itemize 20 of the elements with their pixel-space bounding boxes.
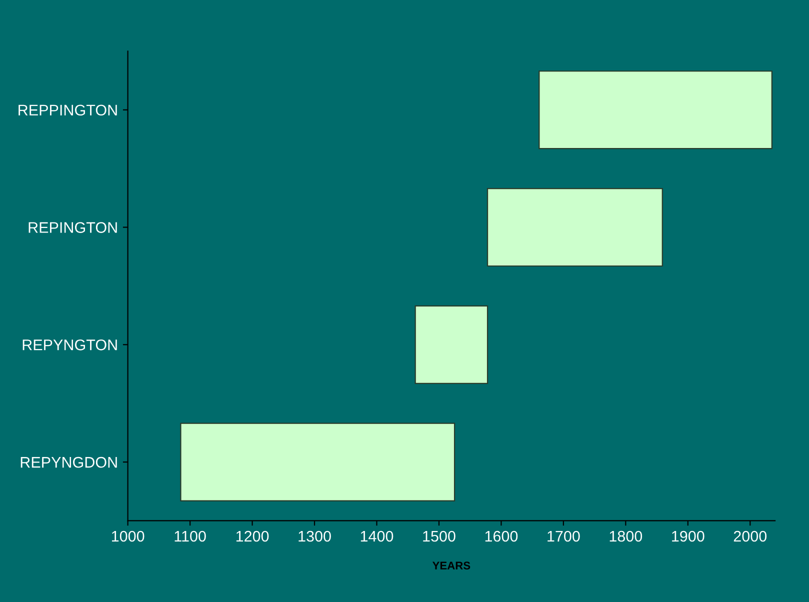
x-tick-label: 1400	[360, 530, 394, 542]
y-tick-label: REPINGTON	[28, 222, 117, 233]
y-tick-label: REPYNGDON	[20, 456, 117, 468]
x-axis-title: YEARS	[432, 562, 470, 570]
y-tick-label: REPYNGTON	[22, 340, 117, 350]
y-tick-label: REPPINGTON	[18, 104, 117, 116]
x-tick-label: 1100	[174, 530, 206, 542]
x-tick-label: 1500	[423, 530, 456, 542]
bar	[486, 188, 663, 267]
bar	[414, 305, 488, 384]
x-tick-label: 2000	[734, 530, 767, 542]
x-tick-label: 1200	[236, 530, 269, 542]
x-tick-label: 1700	[548, 530, 580, 542]
bar	[180, 422, 456, 502]
x-tick-label: 1900	[672, 530, 704, 542]
x-tick-label: 1600	[485, 530, 518, 542]
x-tick-label: 1000	[112, 530, 144, 542]
x-tick-label: 1300	[298, 530, 331, 542]
x-tick-label: 1800	[610, 530, 642, 542]
bar	[538, 70, 772, 150]
